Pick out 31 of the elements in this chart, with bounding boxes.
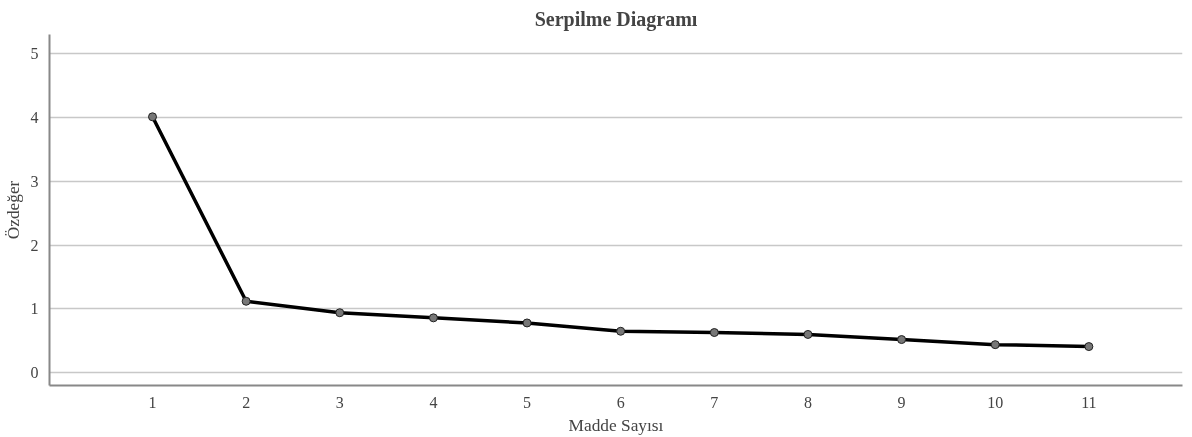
x-tick-label: 5 <box>523 393 532 411</box>
x-tick-label: 1 <box>148 393 157 411</box>
point <box>148 112 157 122</box>
x-tick-label: 2 <box>242 393 251 411</box>
x-tick-label: 9 <box>897 393 906 411</box>
y-axis-title: Özdeğer <box>3 180 23 240</box>
y-tick-label: 2 <box>30 236 39 254</box>
point <box>241 296 251 306</box>
x-axis-title: Madde Sayısı <box>568 415 664 435</box>
point <box>522 318 532 328</box>
point <box>990 340 1000 350</box>
chart-title: Serpilme Diagramı <box>534 7 698 31</box>
x-tick-label: 4 <box>429 393 438 411</box>
point <box>803 329 813 339</box>
x-tick-label: 3 <box>335 393 344 411</box>
point <box>616 326 626 336</box>
point <box>897 335 907 345</box>
point <box>335 308 345 318</box>
x-tick-label: 10 <box>987 393 1004 411</box>
y-tick-label: 3 <box>30 172 39 190</box>
x-tick-label: 8 <box>803 393 812 411</box>
y-tick-label: 0 <box>30 364 39 382</box>
point <box>709 328 719 338</box>
y-tick-label: 5 <box>30 45 39 63</box>
x-tick-label: 6 <box>616 393 625 411</box>
y-tick-label: 1 <box>30 300 39 318</box>
point <box>1084 342 1094 352</box>
y-tick-label: 4 <box>30 108 39 126</box>
x-tick-label: 7 <box>710 393 719 411</box>
x-tick-label: 11 <box>1081 393 1097 411</box>
point <box>428 313 438 323</box>
